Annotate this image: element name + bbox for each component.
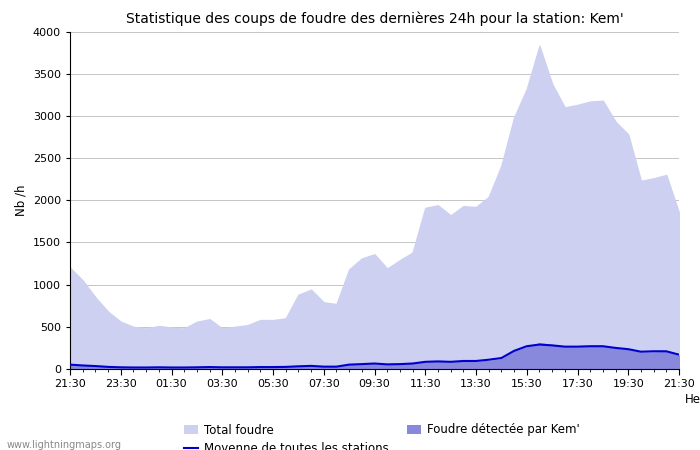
Legend: Total foudre, Moyenne de toutes les stations, Foudre détectée par Kem': Total foudre, Moyenne de toutes les stat… xyxy=(179,419,584,450)
Y-axis label: Nb /h: Nb /h xyxy=(14,184,27,216)
Text: Heure: Heure xyxy=(685,392,700,405)
Text: www.lightningmaps.org: www.lightningmaps.org xyxy=(7,440,122,450)
Title: Statistique des coups de foudre des dernières 24h pour la station: Kem': Statistique des coups de foudre des dern… xyxy=(125,12,624,26)
